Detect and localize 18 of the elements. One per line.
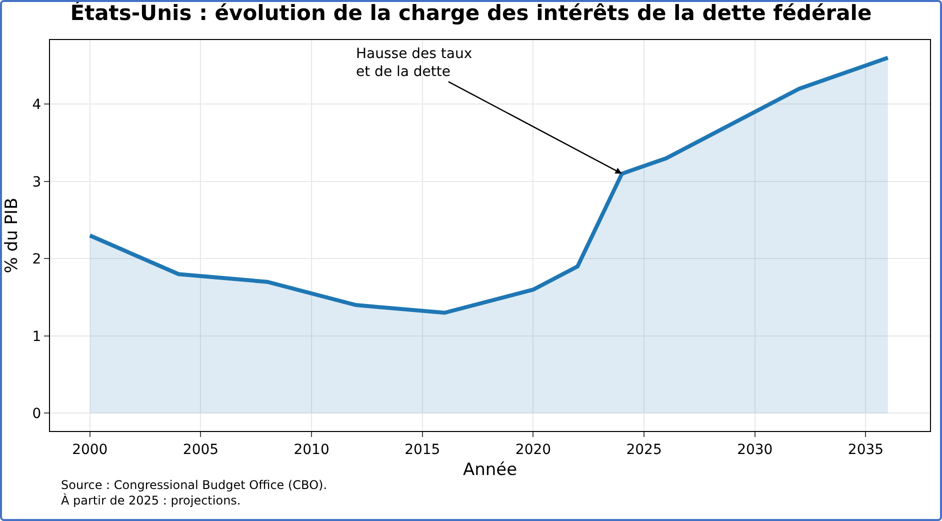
x-tick-label: 2000 [72,442,108,458]
x-tick-label: 2020 [515,442,552,458]
chart-title: États-Unis : évolution de la charge des intérêts de la dette fédérale [70,0,872,25]
x-axis-title: Année [462,460,518,480]
y-axis-title: % du PIB [2,198,22,274]
x-tick-label: 2005 [182,442,219,458]
x-tick-label: 2010 [294,442,330,458]
y-tick-label: 1 [32,328,42,345]
x-tick-label: 2025 [626,442,662,458]
y-tick-label: 3 [32,174,42,190]
source-note: Source : Congressional Budget Office (CBO). À partir de 2025 : projections. [61,478,328,508]
y-tick-label: 2 [32,252,42,268]
x-tick-label: 2015 [404,442,440,458]
x-tick-label: 2035 [848,442,884,458]
y-tick-label: 0 [32,406,42,422]
annotation: Hausse des taux et de la dette [356,46,472,80]
y-tick-label: 4 [32,97,42,114]
x-tick-label: 2030 [737,442,773,458]
